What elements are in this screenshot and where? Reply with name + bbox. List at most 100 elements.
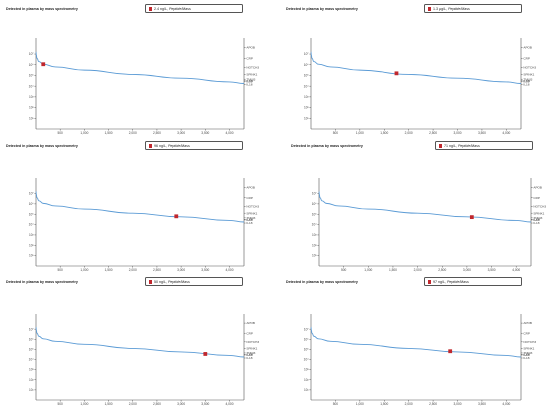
x-tick-label: 4,000 (502, 131, 510, 135)
x-tick-label: 1,500 (105, 131, 113, 135)
right-protein-label: APOB (246, 46, 255, 50)
y-tick-label: 10⁶ (29, 63, 35, 67)
right-protein-label: APOB (533, 185, 542, 189)
y-tick-label: 10⁵ (312, 212, 318, 216)
y-tick-label: 10¹ (304, 116, 309, 120)
x-tick-label: 1,500 (105, 402, 113, 406)
x-tick-label: 3,000 (454, 131, 462, 135)
x-tick-label: 3,500 (201, 402, 209, 406)
x-tick-label: 500 (58, 402, 64, 406)
right-protein-label: SPINK1 (533, 211, 544, 215)
y-tick-label: 10⁶ (29, 202, 35, 206)
legend-box: 97 ng/L, Peptide/Mass (424, 277, 522, 286)
x-tick-label: 2,500 (153, 131, 161, 135)
y-tick-label: 10⁷ (304, 52, 310, 56)
y-tick-label: 10⁷ (29, 192, 35, 196)
right-protein-label: NOTCH3 (246, 66, 259, 70)
x-tick-label: 500 (58, 268, 64, 272)
chart-title: Detected in plasma by mass spectrometry (6, 7, 78, 11)
x-tick-label: 3,000 (177, 131, 185, 135)
y-tick-label: 10³ (29, 233, 34, 237)
y-tick-label: 10⁶ (304, 337, 310, 341)
legend-swatch (428, 7, 432, 11)
legend-swatch (439, 144, 443, 148)
right-protein-label: IL6R (246, 79, 253, 83)
right-protein-label: CRP (246, 331, 253, 335)
right-protein-label: TNNI3 (246, 216, 255, 220)
legend-swatch (428, 280, 432, 284)
right-protein-label: CRP (523, 56, 530, 60)
x-tick-label: 1,000 (80, 268, 88, 272)
x-tick-label: 2,000 (405, 402, 413, 406)
right-protein-label: APOB (246, 321, 255, 325)
chart-title: Detected in plasma by mass spectrometry (286, 280, 358, 284)
right-protein-label: IL18 (246, 356, 252, 360)
right-protein-label: IL6R (246, 353, 253, 357)
chart-title: Detected in plasma by mass spectrometry (6, 144, 78, 148)
y-tick-label: 10¹ (29, 116, 34, 120)
right-protein-label: IL6R (533, 218, 540, 222)
x-tick-label: 4,000 (502, 402, 510, 406)
x-tick-label: 1,000 (80, 131, 88, 135)
right-protein-label: NOTCH3 (246, 205, 259, 209)
y-tick-label: 10¹ (29, 388, 34, 392)
right-protein-label: SPINK1 (246, 211, 257, 215)
abundance-curve (310, 326, 522, 358)
chart-title: Detected in plasma by mass spectrometry (6, 280, 78, 284)
highlight-marker (394, 71, 399, 76)
x-tick-label: 2,500 (153, 268, 161, 272)
right-protein-label: IL10 (246, 79, 252, 83)
y-tick-label: 10⁴ (304, 84, 310, 88)
x-tick-label: 1,000 (80, 402, 88, 406)
x-tick-label: 2,500 (153, 402, 161, 406)
y-tick-label: 10⁵ (29, 212, 35, 216)
x-tick-label: 4,000 (512, 268, 520, 272)
abundance-curve (35, 191, 245, 223)
y-tick-label: 10⁴ (29, 84, 35, 88)
right-protein-label: SPINK1 (523, 73, 534, 77)
right-protein-label: TNNI3 (246, 351, 255, 355)
right-protein-label: IL6R (246, 218, 253, 222)
y-tick-label: 10² (304, 378, 309, 382)
y-tick-label: 10² (304, 106, 309, 110)
highlight-marker (41, 62, 46, 67)
y-tick-label: 10³ (29, 95, 34, 99)
highlight-marker (203, 352, 208, 356)
highlight-marker (448, 349, 453, 354)
abundance-curve (35, 51, 245, 84)
right-protein-label: IL18 (523, 356, 529, 360)
right-protein-label: IL10 (246, 218, 252, 222)
legend-swatch (149, 7, 153, 11)
legend-swatch (149, 280, 153, 284)
legend-text: 97 ng/L, Peptide/Mass (433, 280, 469, 285)
y-tick-label: 10³ (304, 368, 309, 372)
x-tick-label: 500 (333, 402, 339, 406)
right-protein-label: IL6R (523, 353, 530, 357)
legend-box: 2.4 ng/L, Peptide/Mass (145, 4, 243, 13)
right-protein-label: IL18 (533, 221, 539, 225)
right-protein-label: NOTCH3 (533, 205, 546, 209)
right-protein-label: SPINK1 (246, 347, 257, 351)
y-tick-label: 10³ (304, 95, 309, 99)
x-tick-label: 2,000 (129, 131, 137, 135)
x-tick-label: 3,500 (478, 402, 486, 406)
right-protein-label: IL6R (523, 79, 530, 83)
y-tick-label: 10⁴ (29, 358, 35, 362)
right-protein-label: IL10 (523, 353, 529, 357)
x-tick-label: 1,000 (364, 268, 372, 272)
right-protein-label: TNNI3 (246, 77, 255, 81)
right-protein-label: IL10 (523, 79, 529, 83)
y-tick-label: 10⁷ (29, 52, 35, 56)
right-protein-label: CRP (246, 196, 253, 200)
x-tick-label: 1,500 (380, 131, 388, 135)
x-tick-label: 2,500 (438, 268, 446, 272)
legend-box: 1.3 µg/L, Peptide/Mass (424, 4, 522, 13)
right-protein-label: CRP (246, 56, 253, 60)
x-tick-label: 4,000 (225, 268, 233, 272)
right-protein-label: APOB (523, 321, 532, 325)
right-protein-label: SPINK1 (523, 347, 534, 351)
y-tick-label: 10² (312, 243, 317, 247)
legend-box: 50 ng/L, Peptide/Mass (145, 277, 243, 286)
